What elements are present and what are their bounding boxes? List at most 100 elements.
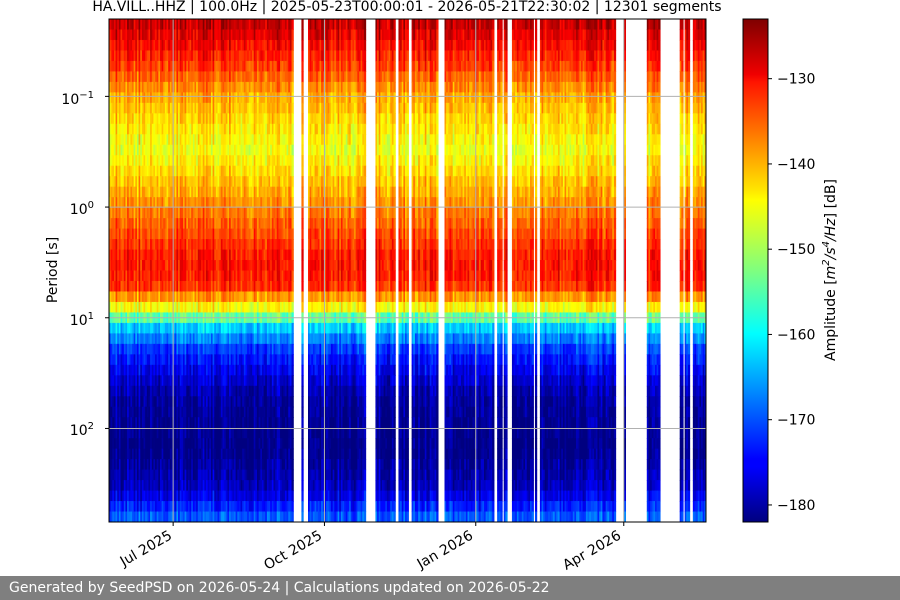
- heatmap-cell: [136, 490, 140, 502]
- heatmap-cell: [143, 375, 146, 387]
- heatmap-cell: [153, 417, 156, 429]
- heatmap-cell: [166, 490, 169, 502]
- heatmap-cell: [113, 123, 117, 135]
- heatmap-cell: [113, 417, 117, 429]
- heatmap-cell: [113, 375, 117, 387]
- heatmap-cell: [110, 39, 113, 52]
- heatmap-cell: [141, 155, 145, 167]
- heatmap-cell: [127, 364, 130, 376]
- heatmap-cell: [141, 19, 145, 31]
- heatmap-cell: [140, 218, 143, 230]
- heatmap-cell: [171, 459, 174, 471]
- heatmap-cell: [122, 270, 125, 282]
- heatmap-cell: [109, 239, 112, 251]
- heatmap-cell: [132, 385, 135, 397]
- heatmap-cell: [174, 197, 178, 209]
- heatmap-cell: [151, 50, 154, 62]
- heatmap-cell: [158, 249, 161, 261]
- heatmap-cell: [146, 291, 150, 303]
- heatmap-cell: [176, 102, 179, 114]
- heatmap-cell: [143, 438, 146, 450]
- heatmap-cell: [138, 469, 141, 481]
- heatmap-cell: [151, 333, 154, 345]
- heatmap-cell: [132, 427, 135, 439]
- heatmap-cell: [112, 260, 115, 272]
- heatmap-cell: [145, 354, 148, 366]
- heatmap-cell: [113, 333, 117, 345]
- heatmap-cell: [166, 343, 169, 355]
- heatmap-cell: [176, 144, 179, 156]
- heatmap-cell: [169, 385, 173, 397]
- heatmap-cell: [132, 19, 135, 31]
- heatmap-cell: [117, 480, 120, 492]
- heatmap-cell: [118, 417, 122, 429]
- heatmap-cell: [153, 480, 156, 492]
- heatmap-cell: [156, 490, 159, 502]
- heatmap-cell: [140, 92, 143, 104]
- heatmap-cell: [115, 343, 118, 355]
- heatmap-cell: [118, 459, 122, 471]
- heatmap-cell: [115, 354, 118, 366]
- heatmap-cell: [127, 228, 130, 240]
- heatmap-cell: [141, 480, 145, 492]
- heatmap-cell: [169, 280, 173, 293]
- heatmap-cell: [125, 186, 128, 198]
- heatmap-cell: [169, 480, 173, 492]
- heatmap-cell: [169, 469, 173, 481]
- heatmap-cell: [136, 364, 140, 376]
- heatmap-cell: [150, 438, 153, 450]
- heatmap-cell: [113, 343, 117, 355]
- heatmap-cell: [169, 333, 173, 345]
- heatmap-cell: [178, 197, 181, 209]
- heatmap-cell: [125, 333, 128, 345]
- heatmap-cell: [151, 123, 154, 135]
- heatmap-cell: [136, 406, 140, 418]
- heatmap-cell: [109, 207, 112, 219]
- heatmap-cell: [173, 322, 176, 334]
- heatmap-cell: [173, 228, 176, 240]
- heatmap-cell: [122, 385, 125, 397]
- heatmap-cell: [115, 490, 118, 502]
- heatmap-cell: [133, 375, 136, 387]
- heatmap-cell: [161, 144, 164, 156]
- heatmap-cell: [115, 228, 118, 240]
- heatmap-cell: [112, 354, 115, 366]
- heatmap-cell: [140, 50, 143, 62]
- heatmap-cell: [118, 155, 122, 167]
- heatmap-cell: [151, 364, 154, 376]
- heatmap-cell: [130, 364, 133, 376]
- heatmap-cell: [150, 301, 153, 314]
- heatmap-cell: [128, 438, 131, 450]
- heatmap-cell: [178, 459, 181, 471]
- heatmap-cell: [112, 144, 115, 156]
- heatmap-cell: [136, 501, 140, 513]
- heatmap-cell: [176, 396, 179, 408]
- heatmap-cell: [173, 291, 176, 303]
- heatmap-cell: [143, 270, 146, 282]
- heatmap-cell: [146, 102, 150, 114]
- heatmap-cell: [178, 438, 181, 450]
- heatmap-cell: [176, 71, 179, 83]
- heatmap-cell: [130, 480, 133, 492]
- heatmap-cell: [141, 322, 145, 334]
- heatmap-cell: [136, 197, 140, 209]
- heatmap-cell: [176, 176, 179, 188]
- heatmap-cell: [161, 490, 164, 502]
- heatmap-cell: [135, 165, 138, 177]
- heatmap-cell: [130, 207, 133, 219]
- heatmap-cell: [125, 270, 128, 282]
- heatmap-cell: [174, 155, 178, 167]
- heatmap-cell: [122, 448, 125, 460]
- heatmap-cell: [143, 92, 146, 104]
- heatmap-cell: [132, 333, 135, 345]
- heatmap-cell: [120, 438, 123, 450]
- heatmap-cell: [161, 249, 164, 261]
- heatmap-cell: [110, 60, 113, 72]
- heatmap-cell: [110, 459, 113, 471]
- heatmap-cell: [133, 113, 136, 125]
- heatmap-cell: [178, 249, 181, 261]
- heatmap-cell: [140, 197, 143, 209]
- heatmap-cell: [128, 375, 131, 387]
- heatmap-cell: [117, 343, 120, 355]
- heatmap-cell: [136, 239, 140, 251]
